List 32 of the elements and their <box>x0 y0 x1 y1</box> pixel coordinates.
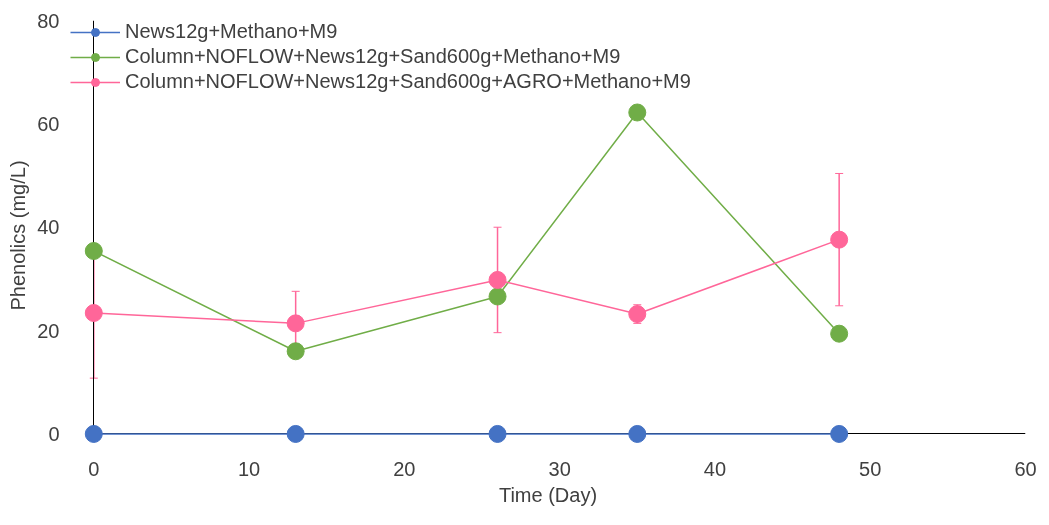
point <box>628 305 647 324</box>
point <box>84 304 103 323</box>
point <box>488 270 507 289</box>
legend-label: Column+NOFLOW+News12g+Sand600g+AGRO+Methano+M9 <box>125 70 691 93</box>
point <box>830 230 849 249</box>
legend-label: Column+NOFLOW+News12g+Sand600g+Methano+M9 <box>125 45 621 68</box>
point <box>286 314 305 333</box>
x-axis-title: Time (Day) <box>498 483 598 506</box>
point <box>84 242 103 260</box>
y-tick-label: 40 <box>37 216 60 239</box>
y-tick-label: 80 <box>37 9 60 32</box>
point <box>488 424 507 443</box>
x-tick-label: 40 <box>703 457 727 480</box>
x-tick-label: 60 <box>1014 457 1037 480</box>
point <box>830 324 849 343</box>
point <box>628 424 647 443</box>
y-tick-label: 0 <box>48 422 60 445</box>
point <box>488 287 507 306</box>
point <box>286 342 305 361</box>
legend-label: News12g+Methano+M9 <box>125 20 338 43</box>
point <box>628 103 647 122</box>
x-tick-label: 0 <box>88 457 100 480</box>
x-tick-label: 10 <box>237 457 261 480</box>
y-tick-label: 60 <box>37 112 60 135</box>
point <box>286 424 305 443</box>
y-tick-label: 20 <box>37 319 60 342</box>
y-axis-title: Phenolics (mg/L) <box>7 160 30 311</box>
x-tick-label: 50 <box>859 457 882 480</box>
point <box>830 424 849 443</box>
x-tick-label: 20 <box>393 457 416 480</box>
x-tick-label: 30 <box>548 457 571 480</box>
point <box>84 424 103 443</box>
